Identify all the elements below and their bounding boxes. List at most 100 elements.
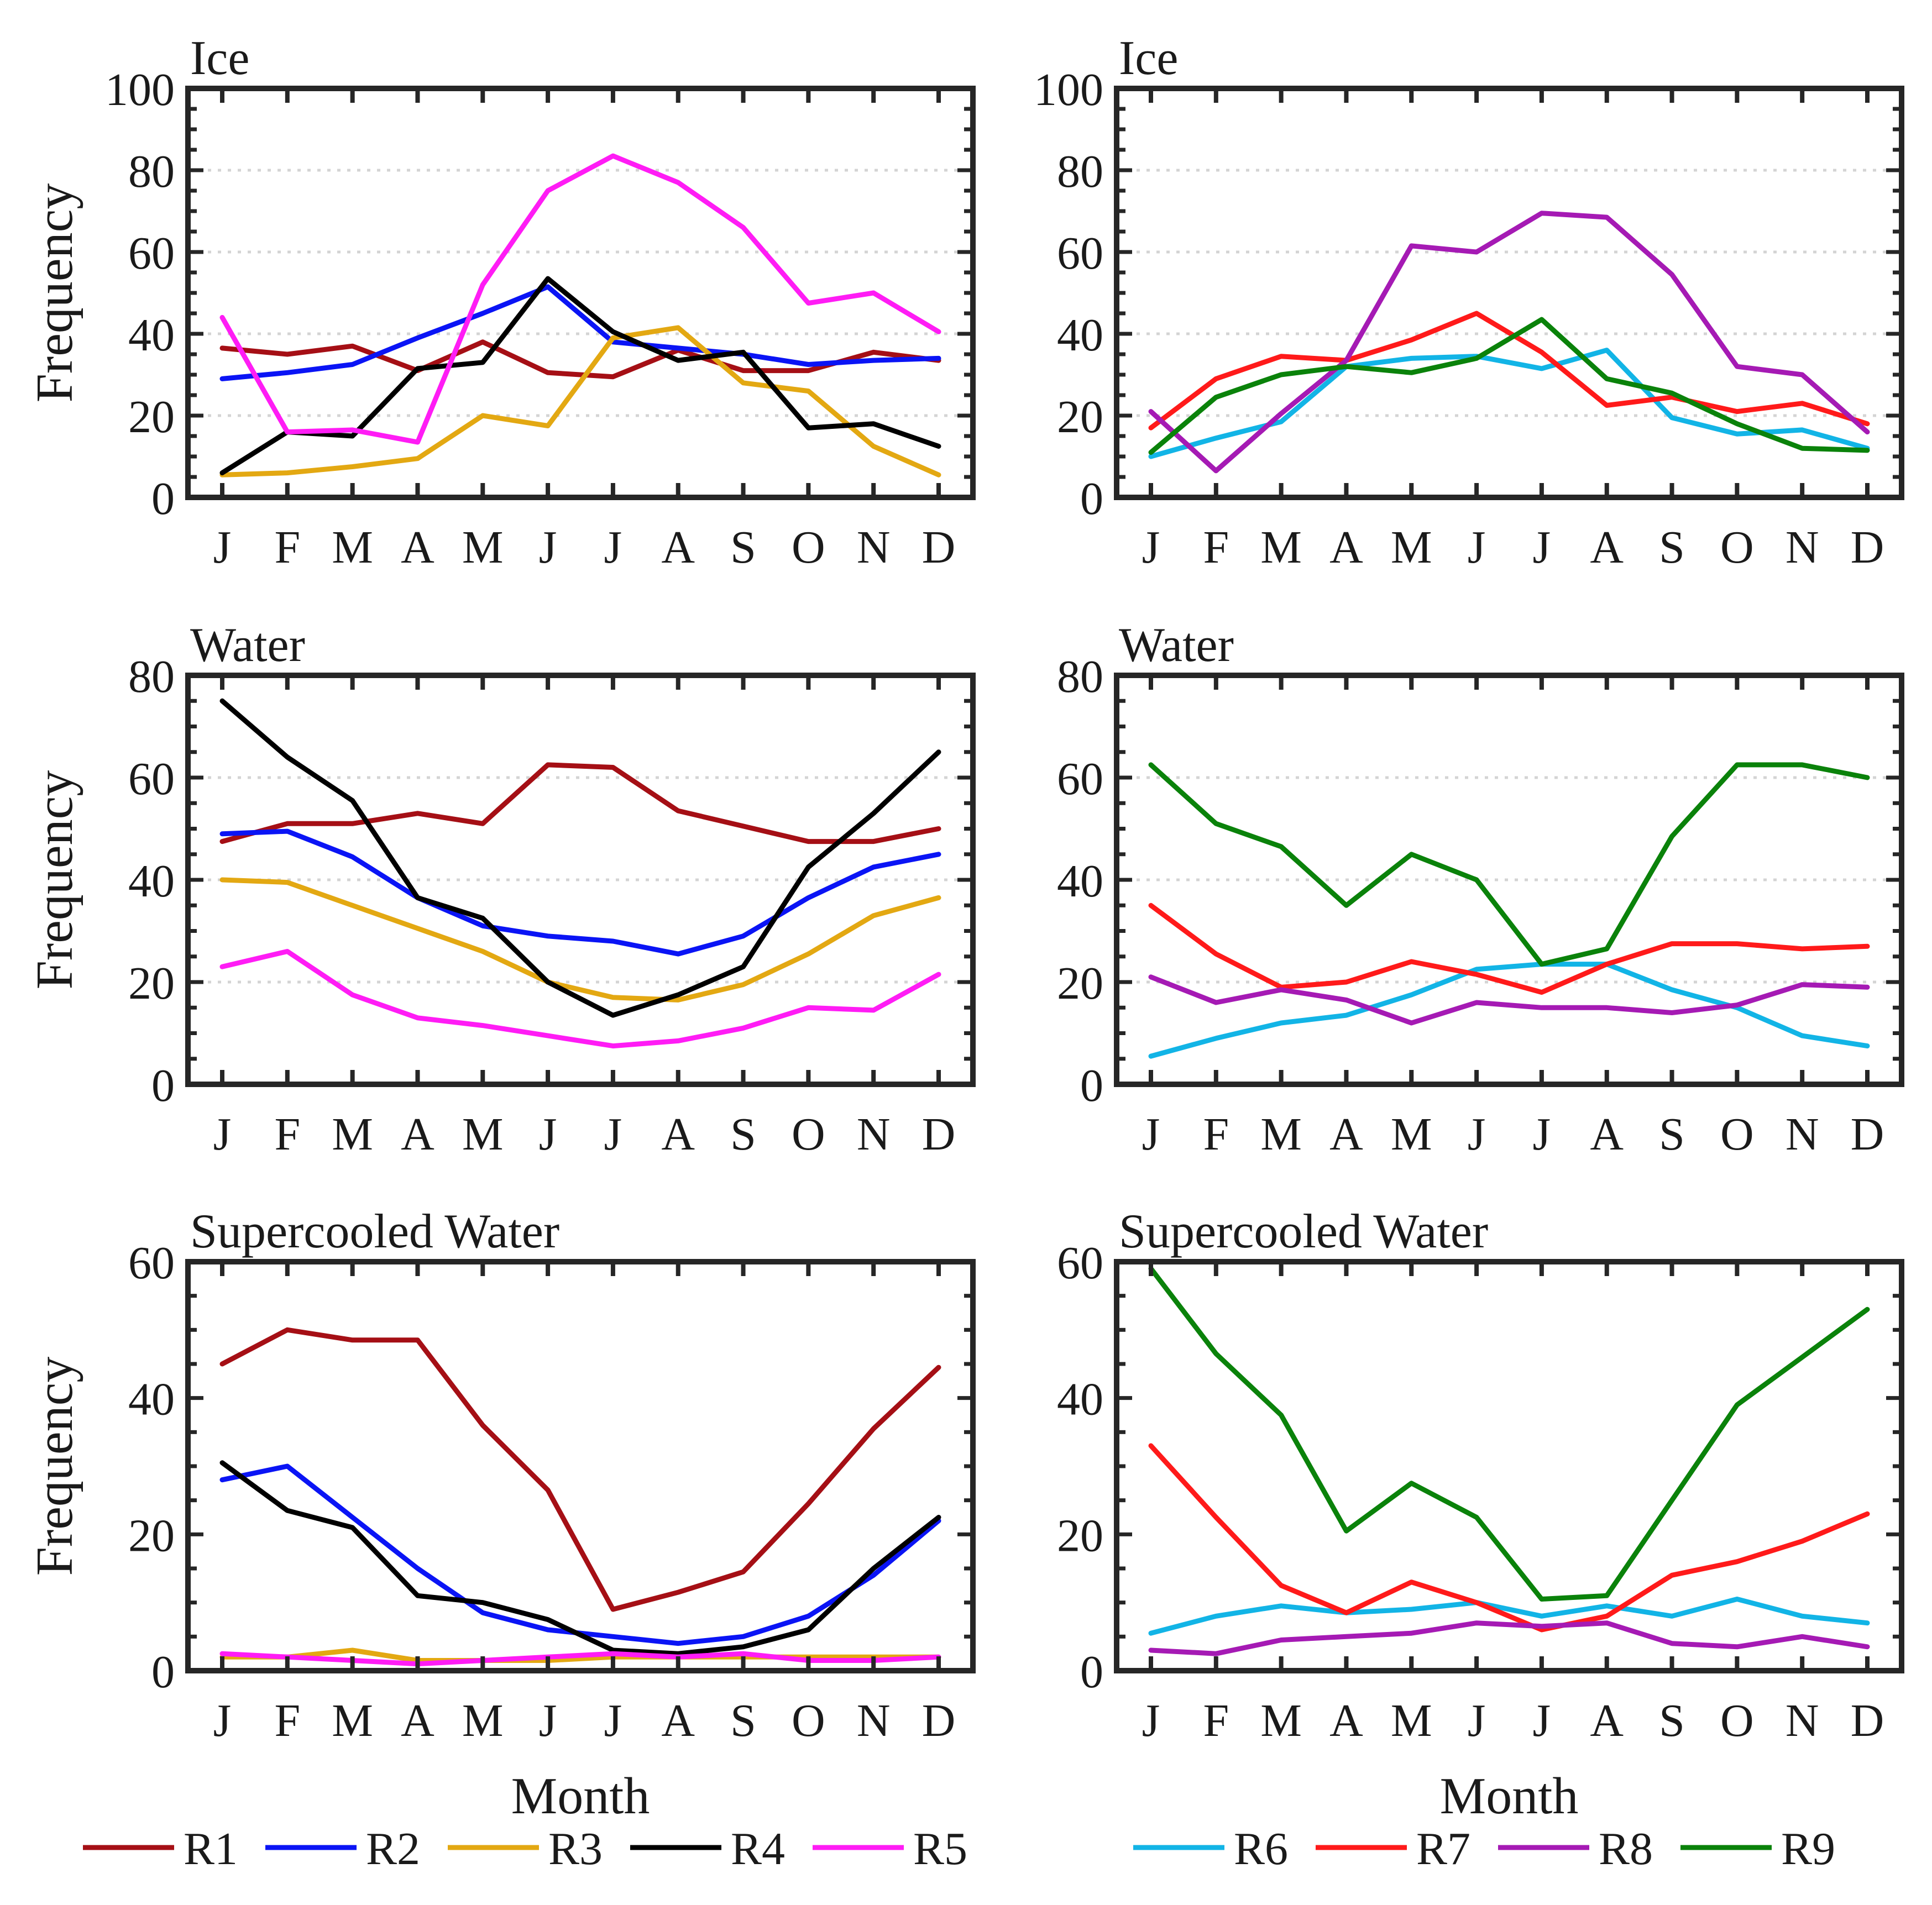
x-tick-label: A — [1590, 522, 1624, 573]
x-tick-label: M — [1260, 1109, 1302, 1160]
y-tick-label: 60 — [128, 228, 175, 279]
x-tick-label: O — [792, 522, 825, 573]
x-tick-label: S — [1659, 522, 1685, 573]
x-axis-label: Month — [1440, 1767, 1579, 1825]
x-tick-label: J — [604, 1109, 622, 1160]
x-tick-label: J — [539, 1695, 557, 1746]
x-tick-label: F — [1203, 522, 1229, 573]
y-tick-label: 60 — [1057, 1237, 1103, 1289]
legend-label-r7: R7 — [1416, 1823, 1470, 1875]
y-tick-label: 80 — [1057, 146, 1103, 197]
series-line-r3 — [219, 877, 941, 1003]
x-tick-label: F — [274, 1695, 300, 1746]
x-tick-label: J — [213, 522, 232, 573]
axes-box — [1114, 86, 1904, 500]
x-tick-label: N — [857, 1695, 891, 1746]
x-tick-label: A — [1329, 1695, 1363, 1746]
x-tick-label: S — [1659, 1695, 1685, 1746]
x-tick-label: D — [922, 1109, 956, 1160]
y-tick-label: 0 — [151, 1060, 175, 1111]
legend-label-r2: R2 — [366, 1823, 420, 1875]
x-tick-label: A — [401, 1109, 434, 1160]
series-line-r8 — [1148, 974, 1870, 1026]
axes-box — [185, 1259, 976, 1673]
x-tick-label: A — [661, 522, 695, 573]
x-tick-label: M — [332, 522, 373, 573]
y-tick-label: 40 — [128, 1374, 175, 1425]
y-tick-label: 40 — [1057, 309, 1103, 361]
x-tick-label: M — [462, 522, 504, 573]
y-tick-label: 80 — [128, 651, 175, 702]
series-line-r4 — [219, 1460, 941, 1656]
y-tick-label: 80 — [128, 146, 175, 197]
x-tick-label: M — [1391, 1695, 1432, 1746]
y-tick-label: 40 — [1057, 1374, 1103, 1425]
y-tick-label: 20 — [128, 391, 175, 443]
x-tick-label: M — [462, 1695, 504, 1746]
x-tick-label: M — [1260, 1695, 1302, 1746]
y-tick-label: 20 — [128, 958, 175, 1009]
x-tick-label: D — [1851, 522, 1884, 573]
panel-title: Ice — [1119, 32, 1178, 85]
x-tick-label: M — [462, 1109, 504, 1160]
panel-title: Supercooled Water — [1119, 1205, 1488, 1258]
y-tick-label: 0 — [1080, 1060, 1103, 1111]
x-tick-label: J — [213, 1109, 232, 1160]
series-line-r4 — [219, 698, 941, 1018]
legend-label-r6: R6 — [1234, 1823, 1288, 1875]
x-tick-label: M — [1391, 1109, 1432, 1160]
x-tick-label: D — [1851, 1109, 1884, 1160]
x-tick-label: D — [1851, 1695, 1884, 1746]
y-tick-label: 80 — [1057, 651, 1103, 702]
y-tick-label: 100 — [105, 64, 175, 116]
x-tick-label: S — [730, 1695, 756, 1746]
x-tick-label: A — [401, 522, 434, 573]
y-tick-label: 0 — [151, 473, 175, 524]
legend-label-r9: R9 — [1781, 1823, 1835, 1875]
x-tick-label: O — [792, 1695, 825, 1746]
series-line-r2 — [219, 284, 941, 381]
x-tick-label: M — [1260, 522, 1302, 573]
x-tick-label: A — [1329, 1109, 1363, 1160]
legend-label-r4: R4 — [731, 1823, 785, 1875]
x-tick-label: A — [1590, 1109, 1624, 1160]
y-axis-label: Frequency — [26, 183, 83, 403]
series-line-r5 — [219, 949, 941, 1049]
x-axis-label: Month — [511, 1767, 650, 1825]
series-line-r2 — [219, 828, 941, 957]
y-tick-label: 0 — [1080, 1646, 1103, 1698]
y-tick-label: 60 — [128, 753, 175, 805]
x-tick-label: S — [1659, 1109, 1685, 1160]
series-line-r1 — [219, 762, 941, 844]
x-tick-label: F — [1203, 1695, 1229, 1746]
x-tick-label: D — [922, 1695, 956, 1746]
x-tick-label: S — [730, 522, 756, 573]
x-tick-label: D — [922, 522, 956, 573]
legend: R1 R2 R3 R4 R5 — [83, 1823, 967, 1875]
series-line-r6 — [1148, 962, 1870, 1059]
series-line-r6 — [1148, 1597, 1870, 1636]
x-tick-label: J — [1468, 522, 1486, 573]
x-tick-label: A — [1590, 1695, 1624, 1746]
y-axis-label: Frequency — [26, 770, 83, 990]
series-line-r1 — [219, 1327, 941, 1612]
y-tick-label: 0 — [1080, 473, 1103, 524]
series-line-r9 — [1148, 1266, 1870, 1602]
series-line-r7 — [1148, 902, 1870, 995]
x-tick-label: J — [213, 1695, 232, 1746]
x-tick-label: J — [604, 522, 622, 573]
y-tick-label: 0 — [151, 1646, 175, 1698]
x-tick-label: A — [401, 1695, 434, 1746]
x-tick-label: J — [1533, 522, 1551, 573]
x-tick-label: O — [1720, 1695, 1754, 1746]
x-tick-label: N — [1786, 522, 1819, 573]
panel-title: Ice — [190, 32, 249, 85]
legend-label-r1: R1 — [184, 1823, 238, 1875]
series-line-r1 — [219, 339, 941, 380]
x-tick-label: N — [857, 522, 891, 573]
y-tick-label: 60 — [1057, 228, 1103, 279]
